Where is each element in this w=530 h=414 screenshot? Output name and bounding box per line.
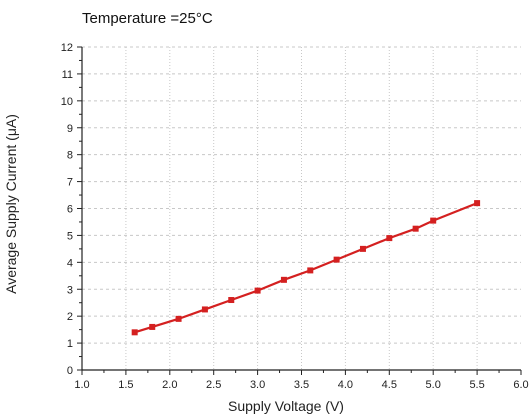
x-tick-label: 1.0 (74, 379, 89, 391)
y-tick-label: 3 (67, 284, 73, 296)
data-point-marker (412, 225, 419, 232)
data-series (131, 200, 481, 336)
y-tick-label: 8 (67, 150, 73, 162)
y-tick-label: 4 (67, 257, 73, 269)
grid-lines (82, 46, 521, 370)
x-tick-label: 2.5 (206, 379, 221, 391)
data-point-marker (254, 287, 261, 294)
y-tick-label: 7 (67, 177, 73, 189)
x-tick-label: 4.0 (338, 379, 353, 391)
x-tick-label: 2.0 (162, 379, 177, 391)
data-point-marker (149, 323, 156, 330)
data-point-marker (474, 200, 481, 207)
data-point-marker (228, 297, 235, 304)
x-tick-label: 3.0 (250, 379, 265, 391)
chart-title: Temperature =25°C (82, 10, 213, 27)
data-point-marker (333, 256, 340, 263)
data-point-marker (386, 235, 393, 242)
x-tick-labels: 1.0 1.5 2.0 2.5 3.0 3.5 4.0 4.5 5.0 5.5 6.0 (74, 379, 528, 391)
y-tick-label: 5 (67, 230, 73, 242)
axes (77, 46, 522, 375)
data-point-marker (430, 217, 437, 224)
y-tick-label: 2 (67, 311, 73, 323)
data-point-marker (359, 245, 366, 252)
y-tick-label: 1 (67, 338, 73, 350)
y-tick-label: 12 (61, 42, 73, 54)
data-point-marker (175, 315, 182, 322)
x-tick-label: 3.5 (294, 379, 309, 391)
y-tick-label: 10 (61, 96, 73, 108)
data-point-marker (280, 276, 287, 283)
x-tick-label: 6.0 (513, 379, 528, 391)
y-axis-label: Average Supply Current (μA) (3, 114, 19, 294)
x-axis-label: Supply Voltage (V) (228, 398, 344, 414)
x-tick-label: 5.0 (426, 379, 441, 391)
data-point-marker (201, 306, 208, 313)
x-tick-label: 5.5 (469, 379, 484, 391)
x-tick-label: 1.5 (118, 379, 133, 391)
y-tick-label: 11 (62, 69, 73, 81)
data-point-marker (307, 267, 314, 274)
y-tick-label: 9 (67, 123, 73, 135)
series-line (134, 202, 478, 334)
x-tick-label: 4.5 (382, 379, 397, 391)
y-tick-label: 6 (67, 204, 73, 216)
data-point-marker (131, 329, 138, 336)
y-tick-label: 0 (67, 365, 73, 377)
